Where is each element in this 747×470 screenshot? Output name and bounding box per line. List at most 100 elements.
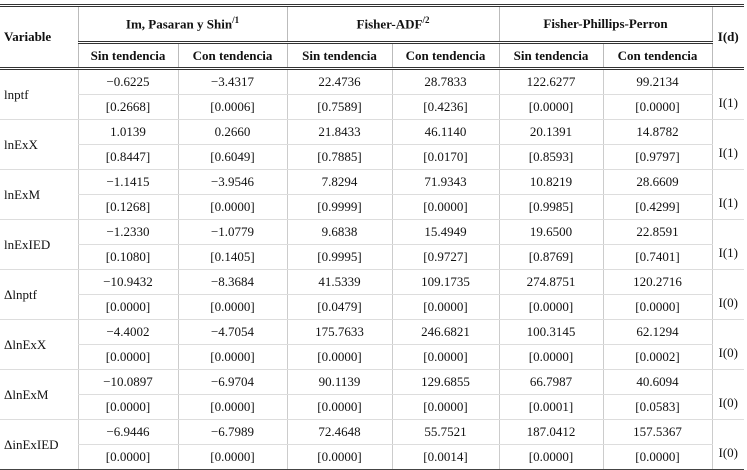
stat-cell: −6.7989 <box>177 419 287 445</box>
pvalue-row: [0.8447] [0.6049] [0.7885] [0.0170] [0.8593]… <box>0 144 744 170</box>
pvalue-cell: [0.4299] <box>602 194 712 220</box>
stat-row: lnExM −1.1415 −3.9546 7.8294 71.9343 10.8219 2… <box>0 169 744 220</box>
variable-cell: lnExIED <box>0 219 78 270</box>
group-header: Im, Pasaran y Shin/1 <box>77 4 287 44</box>
variable-cell: ΔlnExM <box>0 369 78 420</box>
pvalue-cell: [0.8769] <box>498 244 603 270</box>
stat-cell: 109.1735 <box>391 269 499 295</box>
stat-cell: −1.0779 <box>177 219 287 245</box>
stat-cell: 41.5339 <box>286 269 392 295</box>
stat-row: lnExIED −1.2330 −1.0779 9.6838 15.4949 19.650… <box>0 219 744 270</box>
stat-cell: 19.6500 <box>498 219 603 245</box>
stat-cell: 9.6838 <box>286 219 392 245</box>
stat-cell: 21.8433 <box>286 119 392 145</box>
stat-cell: 20.1391 <box>498 119 603 145</box>
subheader: Sin tendencia <box>498 42 603 70</box>
pvalue-cell: [0.0000] <box>177 394 287 420</box>
pvalue-cell: [0.0170] <box>391 144 499 170</box>
pvalue-cell: [0.0000] <box>177 344 287 370</box>
pvalue-cell: [0.1268] <box>77 194 178 220</box>
pvalue-cell: [0.0000] <box>602 294 712 320</box>
stat-cell: −6.9446 <box>77 419 178 445</box>
stat-cell: −0.6225 <box>77 68 178 95</box>
pvalue-cell: [0.4236] <box>391 94 499 120</box>
pvalue-cell: [0.8447] <box>77 144 178 170</box>
pvalue-cell: [0.1405] <box>177 244 287 270</box>
stat-cell: 71.9343 <box>391 169 499 195</box>
pvalue-cell: [0.6049] <box>177 144 287 170</box>
stat-cell: 55.7521 <box>391 419 499 445</box>
results-table: Variable Im, Pasaran y Shin/1 Fisher-ADF/2… <box>0 4 744 470</box>
stat-cell: 246.6821 <box>391 319 499 345</box>
stat-cell: 10.8219 <box>498 169 603 195</box>
pvalue-cell: [0.0000] <box>77 394 178 420</box>
stat-cell: 22.8591 <box>602 219 712 245</box>
header-row: Variable Im, Pasaran y Shin/1 Fisher-ADF/2… <box>0 4 744 70</box>
variable-cell: lnExM <box>0 169 78 220</box>
stat-row: Δlnptf −10.9432 −8.3684 41.5339 109.1735 274.… <box>0 269 744 320</box>
stat-cell: 15.4949 <box>391 219 499 245</box>
order-cell: I(0) <box>711 369 744 420</box>
stat-cell: 28.7833 <box>391 68 499 95</box>
group-note: /2 <box>422 15 430 26</box>
variable-cell: Δlnptf <box>0 269 78 320</box>
stat-cell: 7.8294 <box>286 169 392 195</box>
stat-cell: 14.8782 <box>602 119 712 145</box>
stat-cell: 22.4736 <box>286 68 392 95</box>
pvalue-row: [0.0000] [0.0000] [0.0000] [0.0000] [0.0001]… <box>0 394 744 420</box>
variable-cell: ΔinExIED <box>0 419 78 470</box>
stat-cell: −3.9546 <box>177 169 287 195</box>
pvalue-cell: [0.0000] <box>177 444 287 470</box>
pvalue-row: [0.1268] [0.0000] [0.9999] [0.0000] [0.9985]… <box>0 194 744 220</box>
stat-cell: −4.4002 <box>77 319 178 345</box>
order-cell: I(1) <box>711 68 744 120</box>
stat-cell: −10.9432 <box>77 269 178 295</box>
stat-cell: −10.0897 <box>77 369 178 395</box>
stat-cell: 0.2660 <box>177 119 287 145</box>
pvalue-row: [0.0000] [0.0000] [0.0000] [0.0000] [0.0000]… <box>0 344 744 370</box>
pvalue-cell: [0.0000] <box>177 194 287 220</box>
pvalue-cell: [0.0000] <box>391 294 499 320</box>
pvalue-cell: [0.7885] <box>286 144 392 170</box>
stat-cell: 129.6855 <box>391 369 499 395</box>
variable-cell: ΔlnExX <box>0 319 78 370</box>
pvalue-cell: [0.0000] <box>286 344 392 370</box>
pvalue-cell: [0.0014] <box>391 444 499 470</box>
pvalue-cell: [0.7589] <box>286 94 392 120</box>
order-cell: I(0) <box>711 319 744 370</box>
pvalue-cell: [0.0000] <box>498 444 603 470</box>
pvalue-cell: [0.0000] <box>602 444 712 470</box>
subheader: Sin tendencia <box>286 42 392 70</box>
pvalue-cell: [0.0479] <box>286 294 392 320</box>
stat-row: ΔinExIED −6.9446 −6.7989 72.4648 55.7521 187.… <box>0 419 744 470</box>
pvalue-cell: [0.9797] <box>602 144 712 170</box>
subheader: Con tendencia <box>177 42 287 70</box>
pvalue-row: [0.1080] [0.1405] [0.9995] [0.9727] [0.8769]… <box>0 244 744 270</box>
pvalue-cell: [0.0000] <box>391 194 499 220</box>
stat-cell: 90.1139 <box>286 369 392 395</box>
subheader-row: Sin tendencia Con tendencia Sin tendencia C… <box>0 42 744 70</box>
stat-cell: 1.0139 <box>77 119 178 145</box>
stat-cell: 66.7987 <box>498 369 603 395</box>
stat-cell: −8.3684 <box>177 269 287 295</box>
stat-cell: −1.2330 <box>77 219 178 245</box>
stat-cell: −1.1415 <box>77 169 178 195</box>
pvalue-row: [0.0000] [0.0000] [0.0000] [0.0014] [0.0000]… <box>0 444 744 470</box>
subheader: Con tendencia <box>602 42 712 70</box>
pvalue-cell: [0.0000] <box>498 294 603 320</box>
pvalue-row: [0.0000] [0.0000] [0.0479] [0.0000] [0.0000]… <box>0 294 744 320</box>
pvalue-cell: [0.9985] <box>498 194 603 220</box>
variable-cell: lnptf <box>0 68 78 120</box>
order-header: I(d) <box>711 4 744 70</box>
stat-row: lnptf −0.6225 −3.4317 22.4736 28.7833 122.627… <box>0 68 744 120</box>
order-cell: I(1) <box>711 219 744 270</box>
stat-cell: 157.5367 <box>602 419 712 445</box>
pvalue-cell: [0.0000] <box>77 444 178 470</box>
pvalue-cell: [0.0000] <box>77 294 178 320</box>
stat-cell: −4.7054 <box>177 319 287 345</box>
pvalue-cell: [0.0000] <box>286 394 392 420</box>
pvalue-cell: [0.0001] <box>498 394 603 420</box>
subheader: Con tendencia <box>391 42 499 70</box>
variable-cell: lnExX <box>0 119 78 170</box>
pvalue-cell: [0.8593] <box>498 144 603 170</box>
